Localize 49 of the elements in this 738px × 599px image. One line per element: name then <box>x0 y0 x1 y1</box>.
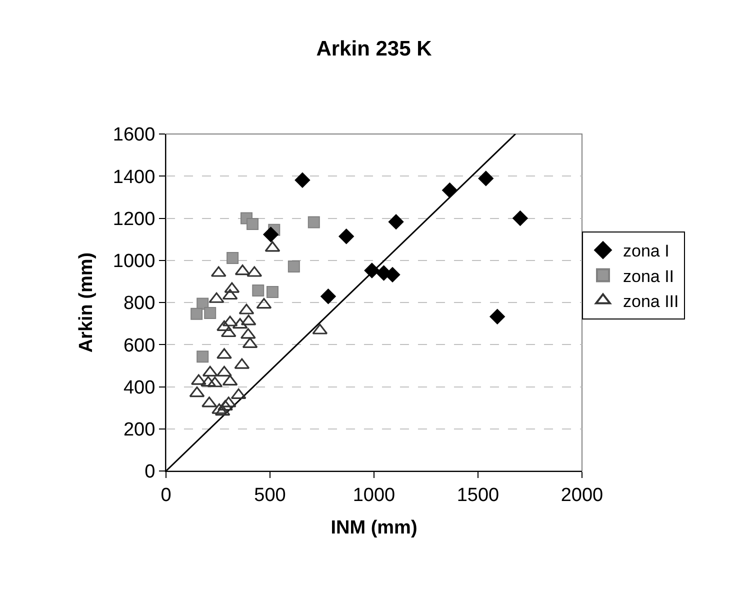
x-tick-label: 2000 <box>560 484 604 506</box>
y-axis-title: Arkin (mm) <box>76 252 97 353</box>
point <box>320 288 336 304</box>
y-tick-label: 400 <box>123 377 156 398</box>
x-tick-label: 1500 <box>456 484 500 506</box>
y-tick-label: 0 <box>144 462 156 483</box>
point <box>338 228 354 244</box>
x-axis-title: INM (mm) <box>330 518 418 539</box>
point <box>478 170 494 186</box>
point <box>189 386 205 398</box>
point <box>220 326 236 338</box>
y-tick-label: 1400 <box>112 166 156 188</box>
point <box>226 252 239 264</box>
point <box>196 350 209 363</box>
chart-title: Arkin 235 K <box>316 37 432 60</box>
point <box>294 172 310 188</box>
point <box>388 214 404 230</box>
point <box>212 403 227 414</box>
legend-label: zona III <box>623 292 679 311</box>
point <box>202 396 217 408</box>
point <box>218 400 234 411</box>
point <box>490 308 505 324</box>
point <box>512 210 528 226</box>
point <box>288 260 300 272</box>
point <box>222 288 238 300</box>
x-tick-label: 500 <box>254 484 286 506</box>
point <box>266 286 278 298</box>
point <box>216 320 232 331</box>
point <box>204 307 216 320</box>
x-tick-label: 1000 <box>352 484 396 506</box>
y-tick-label: 800 <box>123 293 156 314</box>
point <box>200 376 216 387</box>
point <box>190 308 203 320</box>
point <box>252 284 264 296</box>
point <box>442 182 458 198</box>
point <box>308 216 320 228</box>
point <box>246 218 259 230</box>
point <box>216 348 232 359</box>
point <box>216 366 232 376</box>
legend-label: zona II <box>623 266 674 286</box>
x-tick-label: 0 <box>160 484 172 506</box>
legend-label: zona I <box>623 242 670 261</box>
y-tick-label: 1600 <box>112 124 156 146</box>
point <box>364 262 380 278</box>
y-tick-label: 600 <box>123 335 156 356</box>
y-tick-label: 1200 <box>112 208 156 230</box>
point <box>263 226 278 242</box>
y-tick-label: 1000 <box>112 251 156 272</box>
y-tick-label: 200 <box>123 420 156 441</box>
